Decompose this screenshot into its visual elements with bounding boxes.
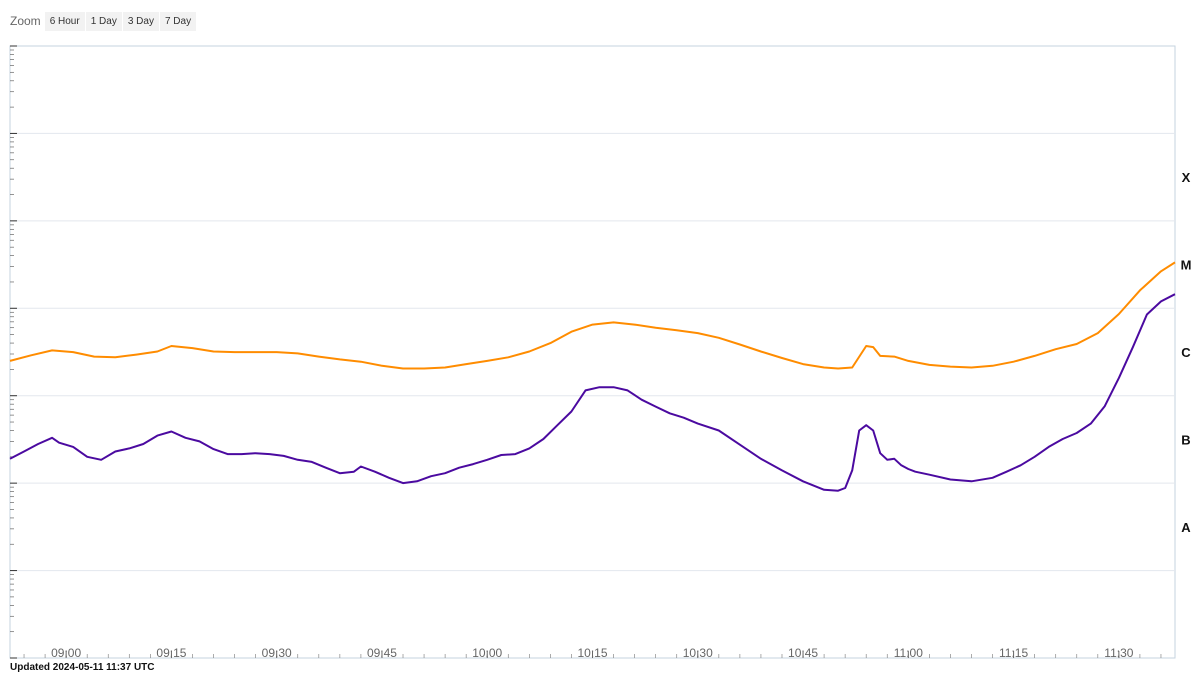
x-tick-label: 11:15 — [999, 646, 1028, 660]
flare-class-label: M — [1181, 258, 1192, 273]
x-tick-label: 10:00 — [472, 646, 502, 660]
flare-class-label: B — [1181, 432, 1190, 447]
updated-timestamp: Updated 2024-05-11 11:37 UTC — [10, 662, 155, 673]
x-tick-label: 09:45 — [367, 646, 397, 660]
zoom-3-day-button[interactable]: 3 Day — [122, 11, 159, 31]
zoom-1-day-button[interactable]: 1 Day — [85, 11, 122, 31]
zoom-6-hour-button[interactable]: 6 Hour — [44, 11, 85, 31]
x-tick-label: 10:15 — [577, 646, 607, 660]
flare-class-label: C — [1181, 345, 1191, 360]
zoom-bar: Zoom 6 Hour 1 Day 3 Day 7 Day — [10, 9, 197, 33]
zoom-label: Zoom — [10, 14, 41, 28]
zoom-7-day-button[interactable]: 7 Day — [159, 11, 197, 31]
x-tick-label: 09:30 — [262, 646, 292, 660]
x-tick-label: 09:15 — [156, 646, 186, 660]
x-tick-label: 11:00 — [894, 646, 923, 660]
flare-class-label: A — [1181, 520, 1191, 535]
x-tick-label: 09:00 — [51, 646, 81, 660]
flare-class-label: X — [1182, 170, 1191, 185]
plot-border — [9, 45, 1176, 659]
x-tick-label: 10:45 — [788, 646, 818, 660]
series-line-1 — [9, 293, 1176, 492]
x-tick-label: 10:30 — [683, 646, 713, 660]
x-tick-label: 11:30 — [1104, 646, 1133, 660]
series-line-0 — [9, 261, 1176, 370]
